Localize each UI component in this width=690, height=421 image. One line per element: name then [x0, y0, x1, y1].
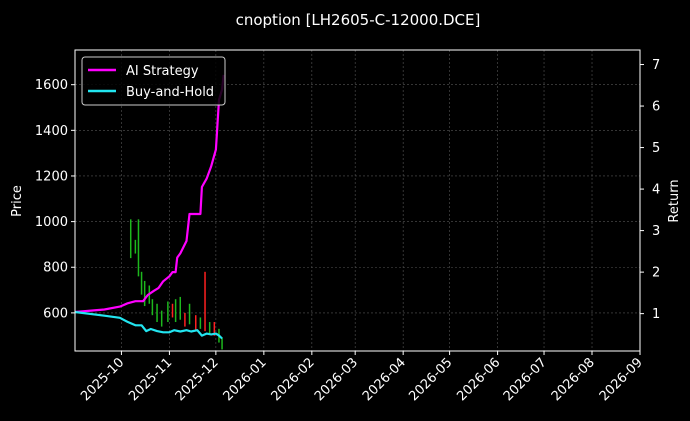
y2-tick-label: 2 — [652, 266, 660, 281]
y-tick-label: 1200 — [35, 169, 68, 184]
legend-label-ai-strategy: AI Strategy — [126, 64, 199, 79]
y-tick-label: 1400 — [35, 124, 68, 139]
legend-box — [81, 56, 226, 106]
y-tick-label: 1000 — [35, 215, 68, 230]
series-line-ai-strategy — [74, 74, 225, 314]
y-axis-label: Price — [10, 185, 25, 217]
plot-frame — [74, 49, 641, 352]
y2-tick-label: 6 — [652, 100, 660, 115]
legend: AI Strategy Buy-and-Hold — [81, 56, 226, 106]
y-tick-label: 1600 — [35, 78, 68, 93]
legend-label-buy-and-hold: Buy-and-Hold — [126, 85, 214, 100]
y2-tick-label: 1 — [652, 307, 660, 322]
y2-tick-label: 7 — [652, 58, 660, 73]
y2-tick-label: 5 — [652, 141, 660, 156]
y-tick-label: 800 — [43, 261, 68, 276]
chart-title: cnoption [LH2605-C-12000.DCE] — [236, 11, 481, 29]
y2-tick-label: 4 — [652, 183, 660, 198]
y2-axis-label: Return — [667, 179, 682, 222]
series-line-buy-and-hold — [74, 310, 223, 340]
y2-tick-label: 3 — [652, 224, 660, 239]
y-tick-label: 600 — [43, 306, 68, 321]
series-lines — [74, 74, 225, 340]
